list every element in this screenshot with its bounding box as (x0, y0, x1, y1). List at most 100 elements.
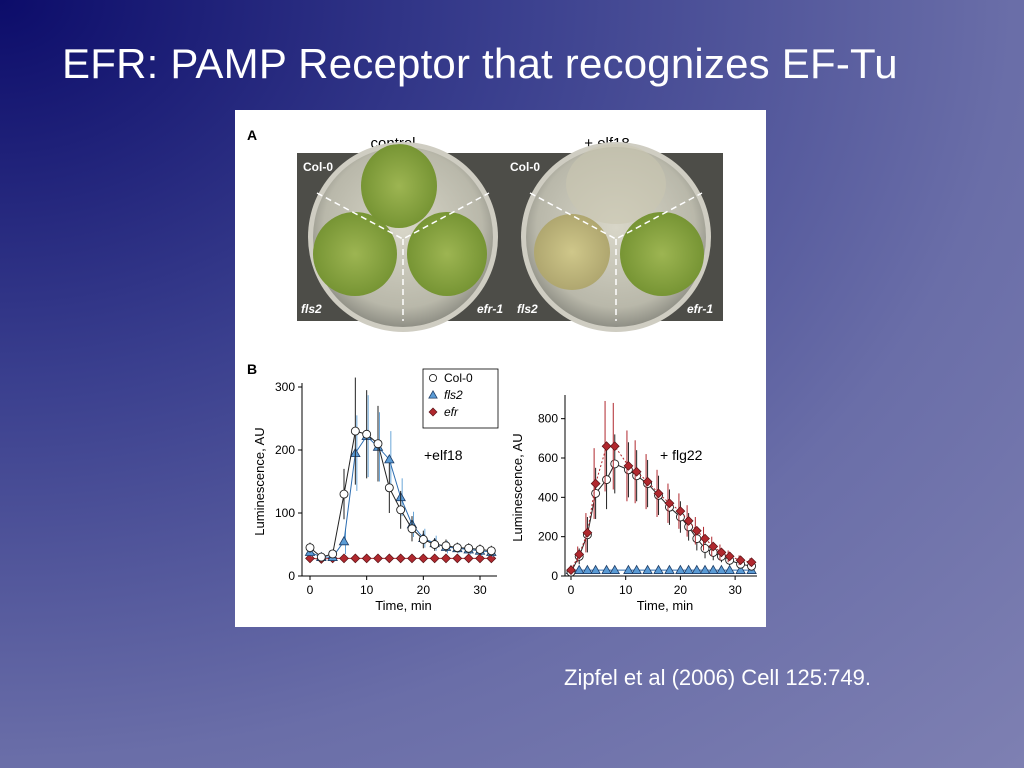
x-tick-label: 10 (619, 583, 633, 597)
data-point (724, 551, 735, 562)
lawn-efr-control (407, 212, 487, 296)
data-point (700, 544, 710, 553)
data-point (664, 564, 675, 574)
data-point (373, 439, 383, 449)
legend-label: Col-0 (444, 371, 473, 385)
x-tick-label: 30 (728, 583, 742, 597)
plate2-label-fls2: fls2 (517, 302, 538, 316)
data-point (610, 459, 620, 469)
plate1-label-efr1: efr-1 (477, 302, 503, 316)
chart-annotation: +elf18 (424, 447, 463, 463)
legend-marker (428, 407, 438, 417)
x-tick-label: 0 (568, 583, 575, 597)
plate1-label-col0: Col-0 (303, 160, 333, 174)
panel-a-label: A (247, 127, 257, 143)
series-line (570, 445, 752, 571)
data-point (582, 564, 593, 574)
data-point (623, 564, 634, 574)
y-tick-label: 600 (538, 451, 558, 465)
lawn-fls2-elf18 (534, 214, 610, 290)
legend: Col-0 fls2 efr (422, 368, 499, 429)
x-axis-label: Time, min (375, 598, 432, 613)
data-point (339, 489, 349, 499)
data-point (653, 488, 664, 499)
data-point (407, 553, 417, 564)
data-point (590, 478, 601, 489)
plate2-label-efr1: efr-1 (687, 302, 713, 316)
data-point (384, 483, 394, 493)
data-point (362, 429, 372, 439)
x-axis-label: Time, min (637, 598, 694, 613)
data-point (464, 543, 474, 553)
data-point (396, 505, 406, 515)
data-point (441, 541, 451, 551)
chart-flg22: 0 200 400 600 800 0 10 20 30 Time, min Luminescenc… (510, 395, 757, 613)
legend-marker (428, 373, 438, 383)
data-point (305, 553, 315, 564)
y-axis-label: Luminescence, AU (510, 433, 525, 541)
data-point (653, 564, 664, 574)
data-point (708, 541, 719, 552)
data-point (623, 460, 634, 471)
data-point (573, 564, 585, 574)
data-point (716, 547, 727, 558)
data-point (746, 557, 757, 568)
y-tick-label: 0 (288, 569, 295, 583)
data-point (316, 552, 326, 562)
data-point (601, 441, 612, 452)
panel-b-label: B (247, 361, 257, 377)
data-point (631, 564, 642, 574)
lawn-efr-elf18 (620, 212, 704, 296)
data-point (716, 564, 727, 574)
data-point (707, 564, 719, 574)
data-point (339, 553, 349, 564)
lawn-col0-control (361, 144, 437, 228)
data-point (441, 553, 451, 564)
data-point (691, 564, 703, 574)
x-tick-label: 0 (307, 583, 314, 597)
data-point (691, 525, 702, 536)
data-point (452, 543, 462, 553)
data-point (566, 565, 576, 575)
y-tick-label: 800 (538, 412, 558, 426)
data-point (463, 553, 474, 564)
y-tick-label: 200 (275, 443, 295, 457)
data-point (395, 553, 406, 564)
data-point (735, 555, 746, 566)
plate1-label-fls2: fls2 (301, 302, 322, 316)
legend-label: efr (444, 405, 459, 419)
data-point (373, 553, 383, 564)
y-tick-label: 200 (538, 530, 558, 544)
legend-marker (428, 390, 438, 399)
data-point (305, 543, 315, 553)
plate2-label-col0: Col-0 (510, 160, 540, 174)
y-tick-label: 300 (275, 380, 295, 394)
x-tick-label: 10 (360, 583, 374, 597)
series-col-0 (305, 377, 496, 562)
x-tick-label: 20 (417, 583, 431, 597)
data-point (602, 475, 612, 485)
legend-label: fls2 (444, 388, 463, 402)
lawn-fls2-control (313, 212, 397, 296)
data-point (486, 553, 497, 564)
data-point (384, 553, 395, 564)
y-tick-label: 100 (275, 506, 295, 520)
data-point (664, 498, 675, 509)
data-point (699, 564, 711, 574)
figure-svg: A control + elf18 C (247, 127, 757, 613)
data-point (642, 564, 653, 574)
data-point (407, 524, 417, 534)
data-point (328, 549, 338, 559)
data-point (452, 553, 463, 564)
data-point (683, 516, 694, 526)
data-point (692, 534, 702, 544)
data-point (631, 466, 642, 477)
data-point (475, 553, 485, 564)
lawn-col0-elf18 (566, 144, 666, 224)
citation: Zipfel et al (2006) Cell 125:749. (564, 665, 871, 690)
data-point (475, 545, 485, 554)
chart-annotation: + flg22 (660, 447, 703, 463)
data-point (591, 488, 601, 498)
data-point (642, 476, 653, 487)
data-point (675, 506, 686, 516)
